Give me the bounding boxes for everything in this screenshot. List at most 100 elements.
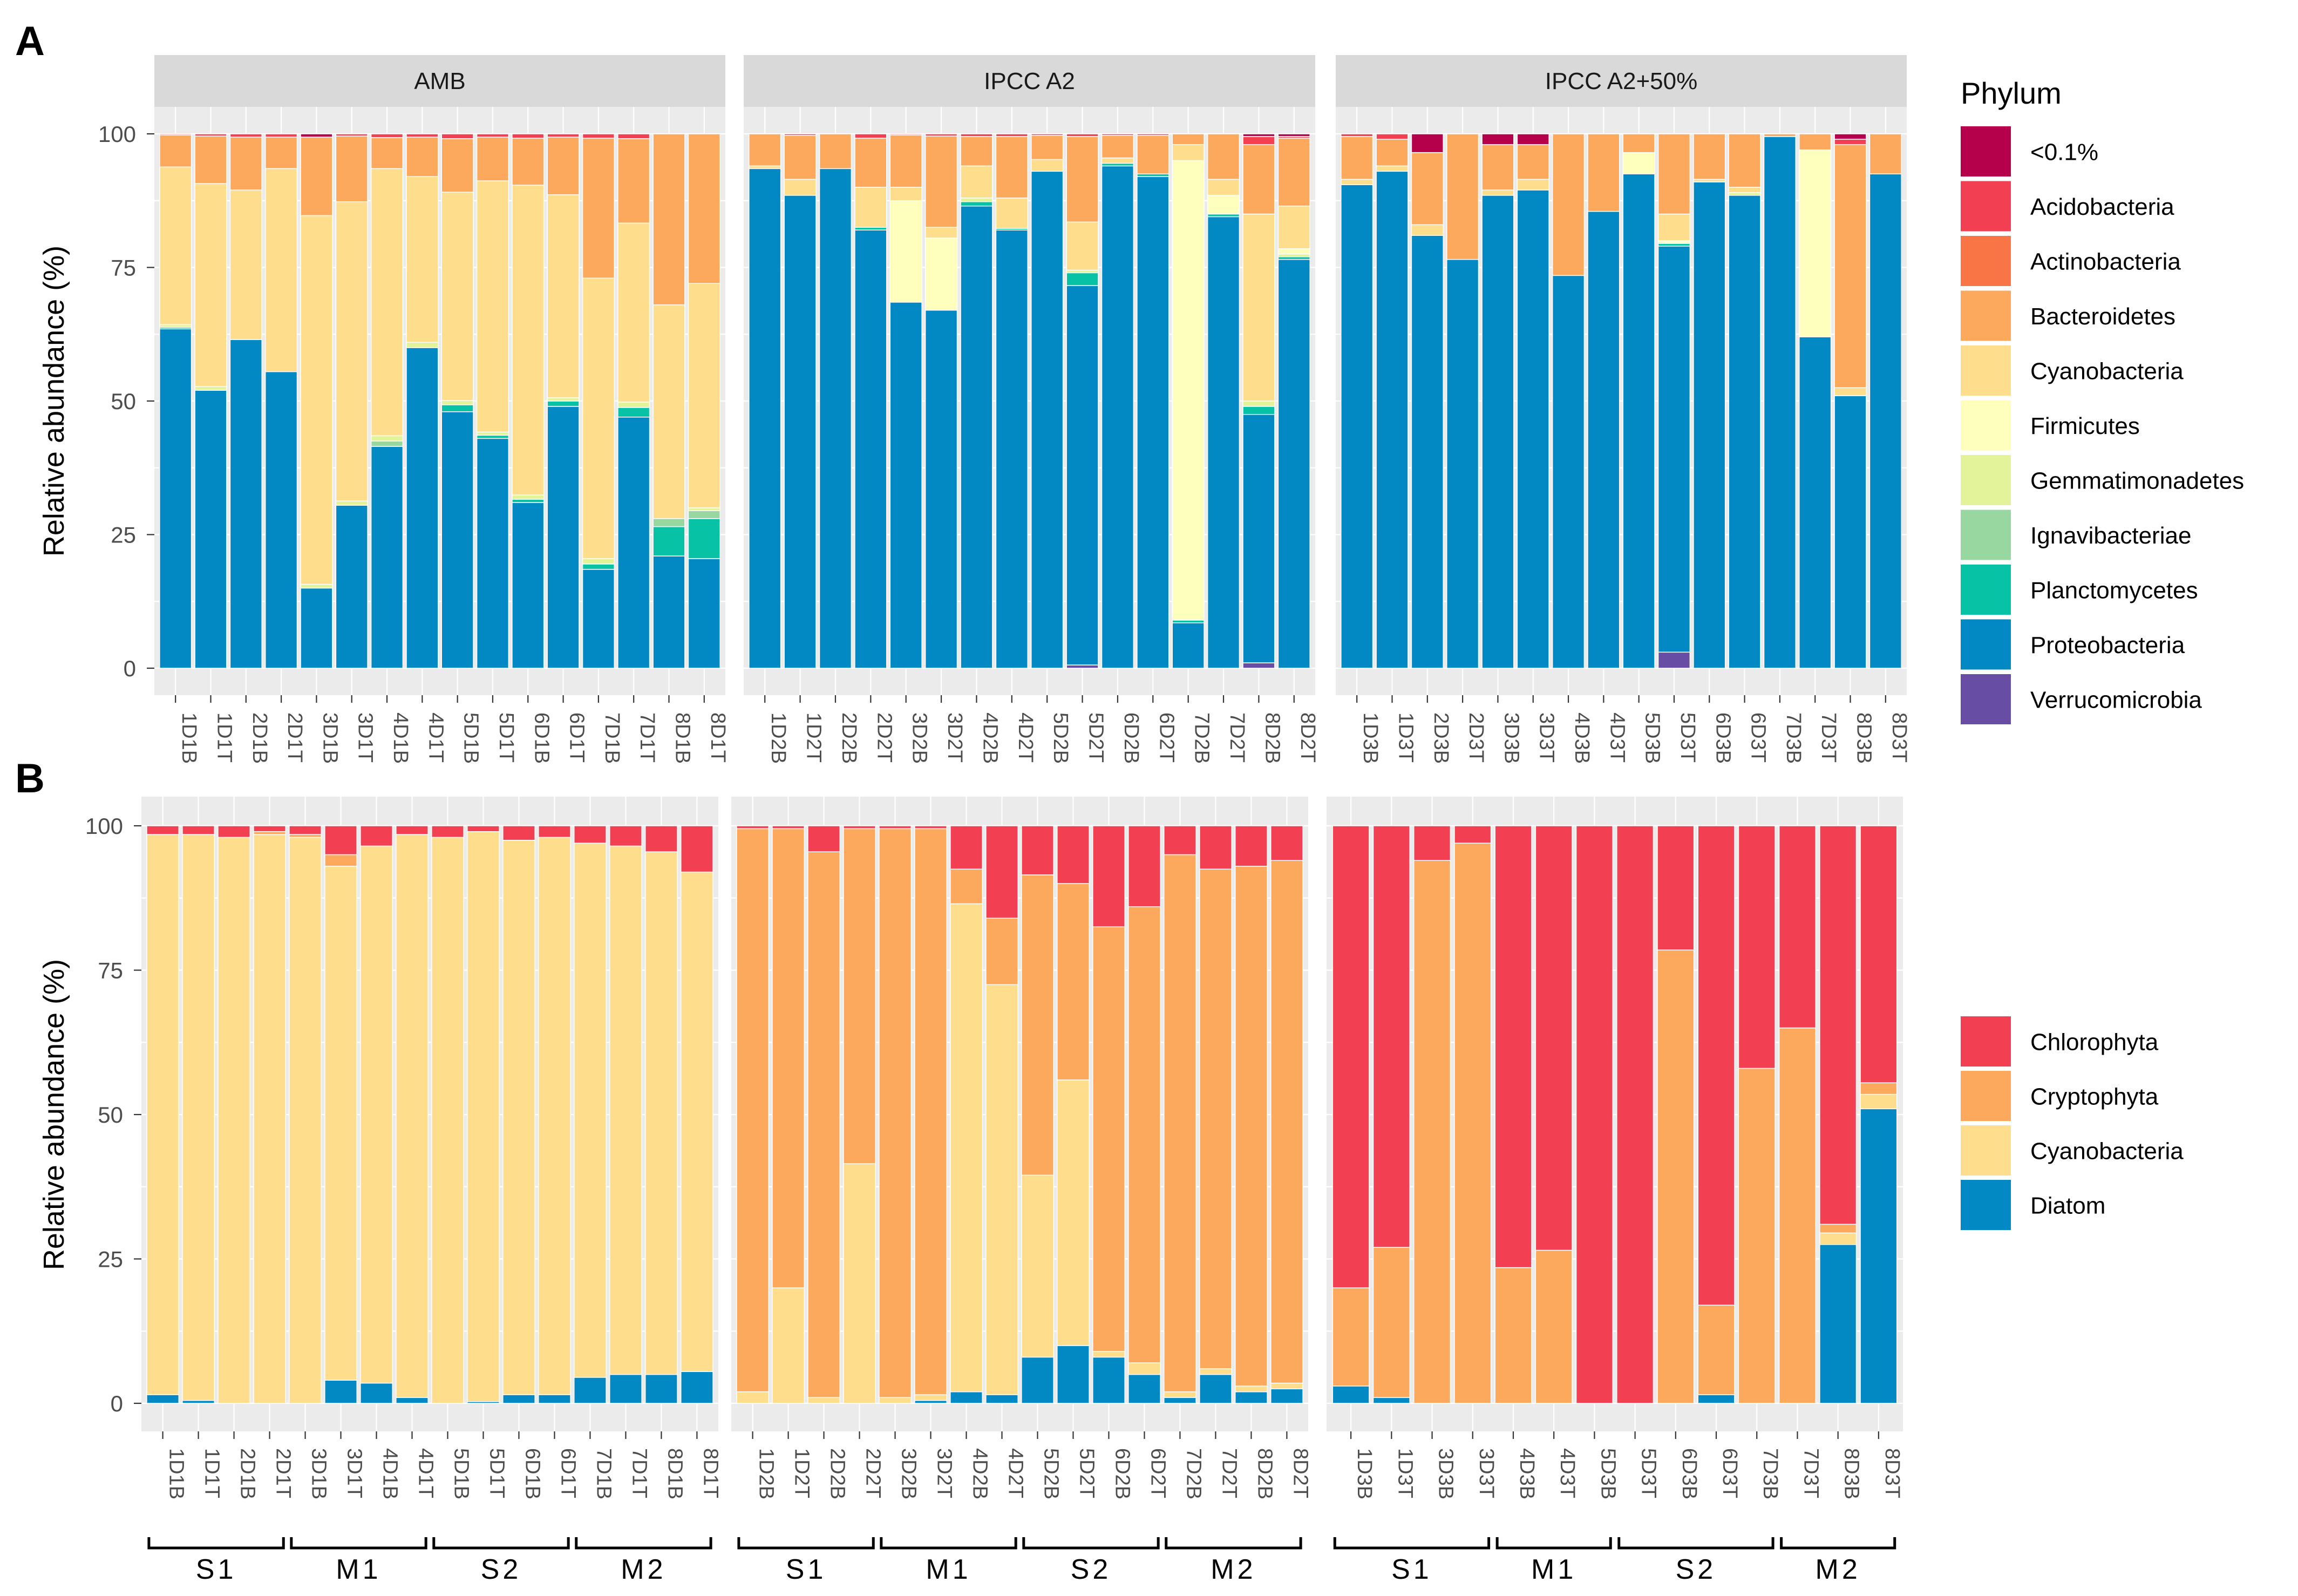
bar-segment-cryptophyta: [1657, 949, 1695, 1404]
bar-segment-cyanobacteria: [652, 304, 685, 519]
bar-segment-cyanobacteria: [1234, 1386, 1268, 1393]
legend-label: Cyanobacteria: [2030, 358, 2184, 385]
bar-segment-lt-0-1-pct: [1242, 133, 1275, 137]
stacked-bar: [843, 825, 876, 1404]
bar-segment-acidobacteria: [476, 133, 509, 138]
stacked-bar: [1021, 825, 1054, 1404]
bar-segment-cryptophyta: [1128, 906, 1161, 1363]
y-tick-label: 50: [98, 1102, 123, 1128]
bar-segment-lt-0-1-pct: [300, 133, 333, 138]
stacked-bar: [644, 825, 678, 1404]
x-tick-label: 1D2B: [767, 712, 790, 764]
stacked-bar: [217, 825, 251, 1404]
bar-segment-planctomycetes: [512, 499, 545, 503]
x-tick-label: 2D2T: [862, 1448, 885, 1498]
x-tick-label: 5D1B: [460, 712, 482, 764]
bar-segment-acidobacteria: [159, 133, 192, 135]
bar-segment-cyanobacteria: [441, 192, 474, 401]
bar-segment-cyanobacteria: [995, 198, 1028, 229]
y-tick-label: 50: [111, 389, 136, 414]
legend-item: Firmicutes: [1961, 400, 2140, 451]
bar-segment-proteobacteria: [1552, 275, 1585, 669]
legend-label: Gemmatimonadetes: [2030, 468, 2244, 494]
bar-segment-cyanobacteria: [194, 183, 227, 388]
x-tick-label: 4D2B: [978, 712, 1001, 764]
bar-segment-cyanobacteria: [146, 834, 180, 1395]
x-tick-label: 1D3B: [1353, 1448, 1376, 1499]
bar-segment-bacteroidetes: [1552, 133, 1585, 276]
x-tick-label: 7D3T: [1817, 712, 1840, 763]
bar-segment-diatom: [574, 1377, 607, 1404]
x-tick-label: 1D3T: [1394, 712, 1417, 763]
bar-segment-bacteroidetes: [1693, 133, 1726, 180]
bar-segment-cyanobacteria: [950, 903, 983, 1393]
bar-segment-bacteroidetes: [264, 137, 298, 169]
x-tick-label: 1D1T: [213, 712, 235, 763]
bar-segment-bacteroidetes: [960, 136, 993, 167]
x-tick-label: 5D1T: [495, 712, 518, 763]
bar-segment-planctomycetes: [960, 201, 993, 207]
bar-segment-cyanobacteria: [300, 215, 333, 585]
group-label: S2: [1071, 1554, 1112, 1585]
x-tick-label: 3D3T: [1535, 712, 1558, 763]
stacked-bar: [736, 825, 770, 1404]
bar-segment-proteobacteria: [889, 302, 922, 669]
bar-segment-cyanobacteria: [1376, 165, 1409, 172]
bar-segment-diatom: [680, 1371, 713, 1404]
bar-segment-proteobacteria: [1834, 395, 1867, 669]
stacked-bar: [914, 825, 947, 1404]
bar-segment-chlorophyta: [843, 825, 876, 830]
bar-segment-proteobacteria: [1799, 336, 1832, 669]
bar-segment-cyanobacteria: [854, 187, 887, 228]
stacked-bar: [370, 133, 404, 669]
x-tick-label: 3D3T: [1475, 1448, 1498, 1498]
legend-item: Planctomycetes: [1961, 565, 2198, 615]
legend-swatch: [1961, 1180, 2011, 1230]
bar-segment-proteobacteria: [1481, 195, 1514, 669]
bar-segment-bacteroidetes: [749, 133, 781, 167]
bar-segment-proteobacteria: [784, 195, 817, 669]
stacked-bar: [652, 133, 685, 669]
bar-segment-cyanobacteria: [924, 227, 958, 239]
bar-segment-cyanobacteria: [1270, 1382, 1303, 1390]
bar-segment-chlorophyta: [609, 825, 642, 847]
stacked-bar: [360, 825, 393, 1404]
bar-segment-cryptophyta: [253, 831, 287, 835]
bar-segment-proteobacteria: [617, 416, 650, 669]
bar-segment-gemmatimonadetes: [512, 494, 545, 500]
stacked-bar: [1693, 133, 1726, 669]
stacked-bar: [995, 133, 1028, 669]
bar-segment-proteobacteria: [995, 229, 1028, 669]
bar-segment-diatom: [1128, 1374, 1161, 1404]
bar-segment-proteobacteria: [370, 446, 404, 669]
bar-segment-proteobacteria: [300, 587, 333, 669]
bar-segment-proteobacteria: [406, 347, 439, 669]
bar-segment-bacteroidetes: [1481, 144, 1514, 191]
bar-segment-cyanobacteria: [217, 837, 251, 1404]
bar-segment-bacteroidetes: [1834, 144, 1867, 388]
stacked-bar: [1413, 825, 1451, 1404]
facet-1: 1D1B 1D1T 2D1B 2D1T 3D1B 3D1T 4D1B 4D1T 5D1B 5D1T…: [141, 797, 722, 1585]
bar-segment-bacteroidetes: [1172, 133, 1205, 145]
stacked-bar: [1172, 133, 1205, 669]
legend-swatch: [1961, 126, 2011, 176]
bar-segment-chlorophyta: [1021, 825, 1054, 875]
bar-segment-chlorophyta: [950, 825, 983, 870]
legend-swatch: [1961, 181, 2011, 232]
bar-segment-gemmatimonadetes: [370, 435, 404, 442]
bar-segment-chlorophyta: [1616, 825, 1654, 1404]
bar-segment-chlorophyta: [914, 825, 947, 830]
bar-segment-verrucomicrobia: [1066, 664, 1099, 669]
x-tick-label: 2D2B: [838, 712, 860, 764]
bar-segment-cyanobacteria: [688, 283, 720, 508]
bar-segment-acidobacteria: [1101, 133, 1134, 136]
bar-segment-proteobacteria: [1376, 171, 1409, 669]
bar-segment-bacteroidetes: [854, 138, 887, 188]
bar-segment-chlorophyta: [324, 825, 357, 855]
bar-segment-acidobacteria: [406, 133, 439, 138]
bar-segment-diatom: [1021, 1356, 1054, 1404]
bar-segment-planctomycetes: [1242, 406, 1275, 415]
bar-segment-chlorophyta: [396, 825, 429, 835]
bar-segment-lt-0-1-pct: [1277, 133, 1310, 137]
stacked-bar: [1031, 133, 1064, 669]
